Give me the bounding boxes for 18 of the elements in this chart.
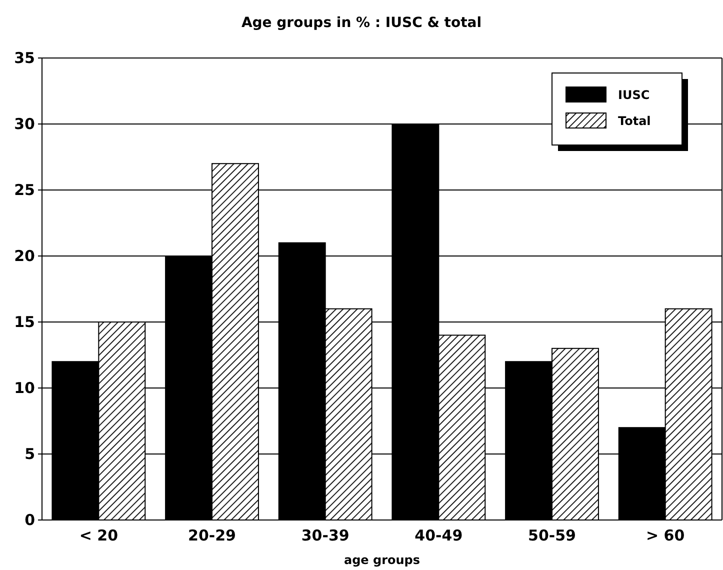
y-tick-label: 5	[24, 444, 35, 463]
y-tick-label: 30	[14, 114, 35, 133]
x-tick-label: 20-29	[188, 526, 236, 545]
y-tick-label: 10	[14, 378, 35, 397]
y-tick-label: 0	[24, 510, 35, 529]
x-tick-label: 40-49	[414, 526, 463, 545]
y-tick-label: 35	[14, 48, 35, 67]
y-tick-label: 25	[14, 180, 35, 199]
y-tick-label: 15	[14, 312, 35, 331]
x-axis-title: age groups	[344, 553, 420, 567]
y-tick-label: 20	[14, 246, 35, 265]
chart-title: Age groups in % : IUSC & total	[241, 15, 482, 31]
x-tick-label: < 20	[79, 526, 118, 545]
x-tick-label: > 60	[646, 526, 685, 545]
x-tick-label: 30-39	[301, 526, 350, 545]
legend-label: IUSC	[618, 88, 650, 102]
x-tick-label: 50-59	[528, 526, 576, 545]
legend-label: Total	[618, 114, 651, 128]
